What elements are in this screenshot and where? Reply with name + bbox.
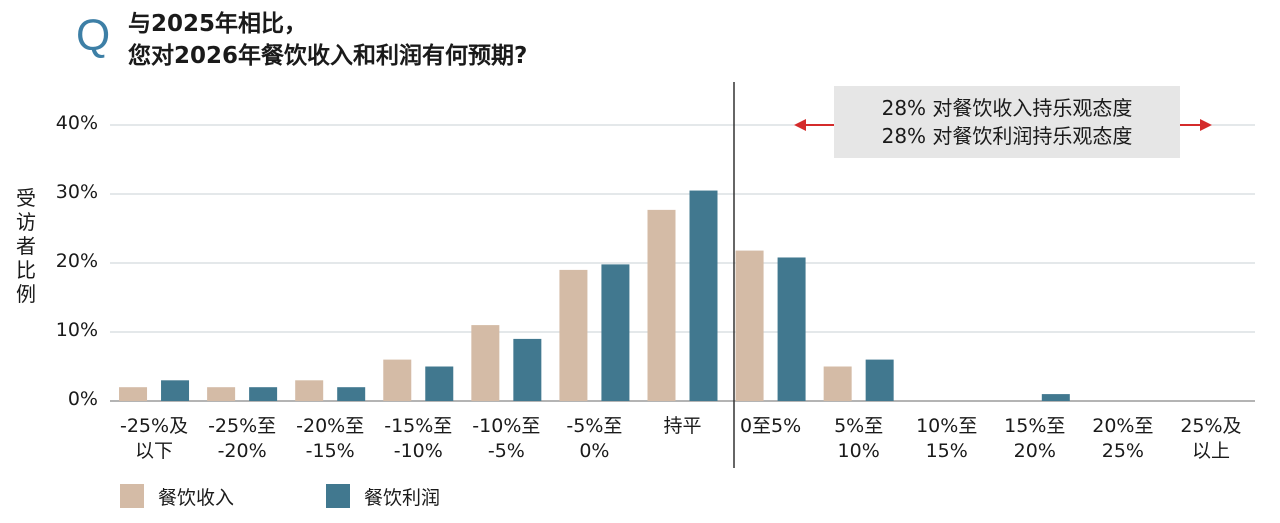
y-tick-label: 30% [55,181,98,203]
x-category-label: -5%至 0% [566,415,623,462]
annotation-line-1: 28% 对餐饮收入持乐观态度 [881,96,1133,120]
bar-revenue [735,250,764,401]
x-category-label: 15%至 20% [1004,415,1066,462]
optimism-annotation: 28% 对餐饮收入持乐观态度 28% 对餐饮利润持乐观态度 [834,86,1180,158]
page-title: 与2025年相比， 您对2026年餐饮收入和利润有何预期? [128,8,527,72]
bar-profit [249,387,278,401]
x-category-label: 10%至 15% [916,415,978,462]
left-arrow [794,119,834,131]
y-axis-label-char: 者 [16,234,36,258]
bar-profit [601,264,630,401]
bars [119,190,1070,401]
y-axis-label-char: 比 [16,258,36,282]
x-category-label: 5%至 10% [834,415,884,462]
bar-revenue [383,359,412,401]
x-category-label: -20%至 -15% [296,415,365,462]
y-tick-label: 40% [55,112,98,134]
gridlines [110,124,1255,402]
x-category-label: 持平 [663,415,702,437]
title-line-2: 您对2026年餐饮收入和利润有何预期? [128,43,528,69]
bar-profit [865,359,894,401]
bar-revenue [119,387,148,401]
bar-revenue [647,209,676,401]
legend-label-profit: 餐饮利润 [364,486,441,509]
y-tick-label: 20% [55,250,98,272]
bar-revenue [823,366,852,401]
y-axis-label-char: 例 [16,282,36,306]
bar-profit [777,257,806,401]
bar-revenue [295,380,324,401]
x-category-label: -15%至 -10% [384,415,453,462]
y-axis-label-char: 访 [16,210,36,234]
bar-profit [1041,394,1070,401]
y-tick-label: 0% [67,388,98,410]
legend-swatch-revenue [120,484,144,508]
legend-swatch-profit [326,484,350,508]
legend-item-revenue: 餐饮收入 [120,483,234,509]
legend-label-revenue: 餐饮收入 [158,486,235,509]
question-mark-icon: Q [76,11,111,60]
legend-item-profit: 餐饮利润 [326,483,440,509]
bar-revenue [207,387,236,401]
x-category-label: 0至5% [739,415,802,437]
x-category-label: -25%至 -20% [208,415,277,462]
bar-profit [425,366,454,401]
x-category-label: 20%至 25% [1092,415,1154,462]
bar-profit [337,387,366,401]
annotation-line-2: 28% 对餐饮利润持乐观态度 [881,124,1133,148]
bar-profit [513,338,542,401]
bar-revenue [471,325,500,401]
x-category-label: 25%及 以上 [1180,415,1242,462]
y-tick-label: 10% [55,319,98,341]
x-category-label: -25%及 以下 [119,415,189,462]
y-axis-label: 受 访 者 比 例 [14,186,38,306]
bar-revenue [559,269,588,401]
y-axis-label-char: 受 [16,186,36,210]
bar-profit [689,190,718,401]
right-arrow [1180,119,1212,131]
x-category-label: -10%至 -5% [472,415,541,462]
title-line-1: 与2025年相比， [128,11,308,37]
bar-profit [161,380,190,401]
